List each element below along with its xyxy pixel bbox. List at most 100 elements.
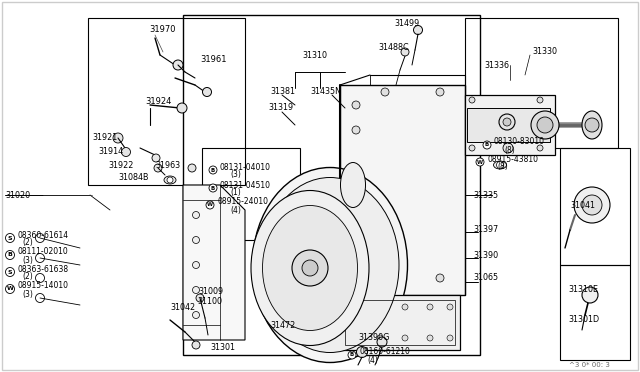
Polygon shape bbox=[183, 185, 245, 340]
Text: S: S bbox=[8, 269, 12, 275]
Circle shape bbox=[377, 337, 387, 347]
Circle shape bbox=[177, 103, 187, 113]
Text: 31472: 31472 bbox=[270, 321, 295, 330]
Ellipse shape bbox=[251, 190, 369, 346]
Text: B: B bbox=[485, 142, 489, 148]
Circle shape bbox=[292, 250, 328, 286]
Circle shape bbox=[209, 166, 217, 174]
Circle shape bbox=[436, 274, 444, 282]
Bar bbox=[345, 300, 455, 345]
Text: 31390: 31390 bbox=[473, 250, 498, 260]
Text: (2): (2) bbox=[22, 238, 33, 247]
Circle shape bbox=[192, 341, 200, 349]
Circle shape bbox=[122, 148, 131, 157]
Ellipse shape bbox=[164, 176, 176, 184]
Bar bbox=[467, 108, 550, 142]
Ellipse shape bbox=[582, 111, 602, 139]
Circle shape bbox=[483, 141, 491, 149]
Circle shape bbox=[531, 111, 559, 139]
Text: S: S bbox=[8, 235, 12, 241]
Circle shape bbox=[537, 97, 543, 103]
Circle shape bbox=[447, 335, 453, 341]
Text: (4): (4) bbox=[230, 205, 241, 215]
Circle shape bbox=[352, 236, 360, 244]
Text: (3): (3) bbox=[230, 170, 241, 180]
Text: (8): (8) bbox=[504, 145, 515, 154]
Circle shape bbox=[352, 304, 358, 310]
Circle shape bbox=[6, 285, 15, 294]
Bar bbox=[465, 18, 618, 148]
Circle shape bbox=[193, 212, 200, 218]
Circle shape bbox=[154, 164, 162, 172]
Text: (3): (3) bbox=[22, 256, 33, 264]
Circle shape bbox=[35, 234, 45, 243]
Circle shape bbox=[356, 346, 367, 357]
Circle shape bbox=[35, 273, 45, 282]
Circle shape bbox=[413, 26, 422, 35]
Circle shape bbox=[377, 304, 383, 310]
Text: 08111-02010: 08111-02010 bbox=[17, 247, 68, 257]
Circle shape bbox=[381, 274, 389, 282]
Text: (1): (1) bbox=[230, 189, 241, 198]
Text: 31009: 31009 bbox=[198, 288, 223, 296]
Bar bbox=[202, 148, 300, 240]
Text: 31488C: 31488C bbox=[378, 44, 408, 52]
Circle shape bbox=[113, 133, 123, 143]
Circle shape bbox=[202, 87, 211, 96]
Circle shape bbox=[476, 158, 484, 166]
Bar bbox=[183, 15, 480, 355]
Text: B: B bbox=[350, 353, 354, 357]
Text: 31963: 31963 bbox=[155, 160, 180, 170]
Circle shape bbox=[497, 161, 504, 169]
Circle shape bbox=[167, 177, 173, 183]
Text: 31922: 31922 bbox=[108, 160, 133, 170]
Circle shape bbox=[193, 286, 200, 294]
Text: 31961: 31961 bbox=[200, 55, 227, 64]
Text: 31042: 31042 bbox=[170, 304, 195, 312]
Circle shape bbox=[582, 195, 602, 215]
Circle shape bbox=[377, 335, 383, 341]
Ellipse shape bbox=[493, 161, 506, 169]
Bar bbox=[560, 148, 630, 265]
Text: 31319: 31319 bbox=[268, 103, 293, 112]
Circle shape bbox=[537, 117, 553, 133]
Text: 08131-04010: 08131-04010 bbox=[220, 163, 271, 171]
Circle shape bbox=[499, 114, 515, 130]
Text: 08130-83010: 08130-83010 bbox=[494, 138, 545, 147]
Text: 08360-61614: 08360-61614 bbox=[17, 231, 68, 240]
Circle shape bbox=[209, 184, 217, 192]
Circle shape bbox=[193, 237, 200, 244]
Text: 31336: 31336 bbox=[484, 61, 509, 70]
Circle shape bbox=[35, 253, 45, 263]
Text: (3): (3) bbox=[22, 289, 33, 298]
Text: 31330: 31330 bbox=[532, 48, 557, 57]
Bar bbox=[88, 18, 245, 185]
Text: B: B bbox=[211, 186, 215, 190]
Circle shape bbox=[469, 145, 475, 151]
Circle shape bbox=[206, 201, 214, 209]
Circle shape bbox=[503, 118, 511, 126]
Text: 31921: 31921 bbox=[92, 134, 117, 142]
Text: B: B bbox=[211, 167, 215, 173]
Text: 31100: 31100 bbox=[197, 298, 222, 307]
Circle shape bbox=[427, 304, 433, 310]
Ellipse shape bbox=[261, 177, 399, 353]
Circle shape bbox=[196, 294, 204, 302]
Bar bbox=[340, 295, 460, 350]
Text: W: W bbox=[477, 160, 483, 164]
Bar bbox=[340, 85, 465, 295]
Text: 31065: 31065 bbox=[473, 273, 498, 282]
Circle shape bbox=[585, 118, 599, 132]
Circle shape bbox=[6, 234, 15, 243]
Circle shape bbox=[348, 351, 356, 359]
Circle shape bbox=[173, 60, 183, 70]
Circle shape bbox=[352, 126, 360, 134]
Circle shape bbox=[193, 262, 200, 269]
Circle shape bbox=[447, 304, 453, 310]
Circle shape bbox=[352, 101, 360, 109]
Circle shape bbox=[469, 97, 475, 103]
Text: 08363-61638: 08363-61638 bbox=[17, 264, 68, 273]
Circle shape bbox=[6, 250, 15, 260]
Circle shape bbox=[582, 287, 598, 303]
Text: 31310: 31310 bbox=[302, 51, 327, 60]
